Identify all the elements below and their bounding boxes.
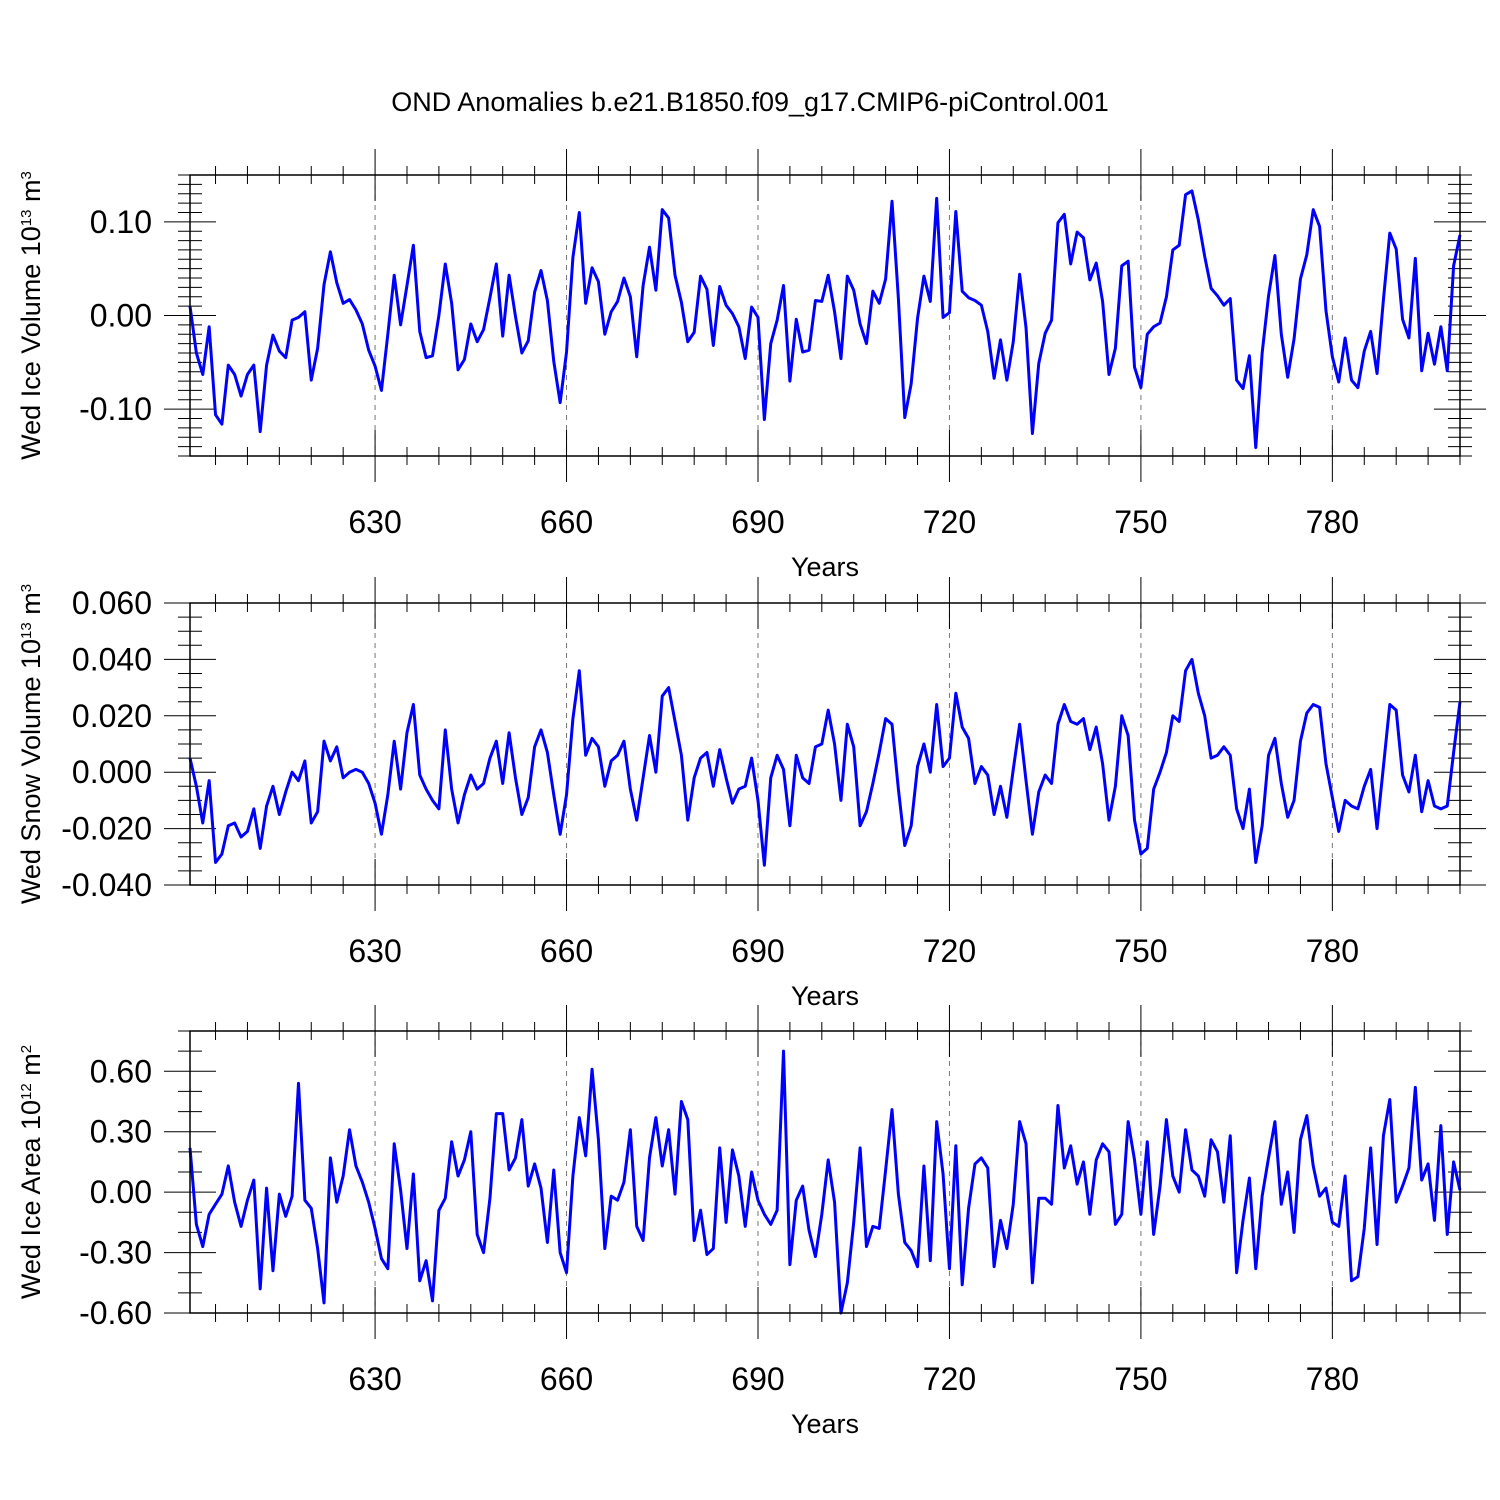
- x-tick-label: 660: [540, 1361, 593, 1397]
- panel-1: 630 660 690 720 750 780 -0.10 0.00 0.10 Years Wed …: [16, 149, 1486, 582]
- y-axis-label-exp: 13: [18, 622, 35, 639]
- y-axis-label-unit-exp: 3: [18, 171, 35, 179]
- y-axis-label-unit: m: [16, 1053, 46, 1083]
- y-axis-label: Wed Snow Volume 1013 m3: [16, 584, 46, 904]
- y-tick-label: 0.10: [90, 204, 152, 240]
- x-tick-label: 690: [731, 504, 784, 540]
- y-axis-label-main: Wed Snow Volume 10: [16, 639, 46, 904]
- panel-2: 630 660 690 720 750 780 -0.040 -0.020 0.000 0.020…: [16, 577, 1486, 1011]
- y-tick-label: 0.30: [90, 1114, 152, 1150]
- y-tick-label: 0.60: [90, 1053, 152, 1089]
- y-tick-label: -0.10: [79, 391, 152, 427]
- series-line: [188, 189, 1462, 450]
- x-axis-label: Years: [791, 1409, 859, 1439]
- y-axis-label-unit-exp: 2: [18, 1045, 35, 1053]
- y-tick-label: -0.040: [61, 867, 152, 903]
- y-axis-label-main: Wed Ice Volume 10: [16, 226, 46, 460]
- x-tick-label: 630: [348, 1361, 401, 1397]
- series-line: [188, 1049, 1462, 1315]
- y-tick-label: 0.000: [72, 754, 152, 790]
- x-tick-label: 630: [348, 504, 401, 540]
- series-line: [188, 657, 1462, 867]
- x-tick-label: 780: [1306, 504, 1359, 540]
- y-axis-label-exp: 13: [18, 210, 35, 227]
- x-tick-label: 780: [1306, 933, 1359, 969]
- x-tick-label: 720: [923, 504, 976, 540]
- y-axis-label: Wed Ice Volume 1013 m3: [16, 171, 46, 460]
- y-axis-label-unit: m: [16, 180, 46, 210]
- x-tick-label: 720: [923, 933, 976, 969]
- x-tick-label: 750: [1114, 504, 1167, 540]
- plot-frame: [189, 174, 1461, 457]
- y-tick-label: 0.00: [90, 1174, 152, 1210]
- y-tick-label: 0.040: [72, 641, 152, 677]
- x-tick-label: 780: [1306, 1361, 1359, 1397]
- y-tick-label: 0.020: [72, 698, 152, 734]
- x-tick-label: 750: [1114, 933, 1167, 969]
- x-axis-label: Years: [791, 552, 859, 582]
- x-tick-label: 630: [348, 933, 401, 969]
- y-tick-label: -0.60: [79, 1295, 152, 1331]
- y-axis-label-unit: m: [16, 592, 46, 622]
- y-axis-label-main: Wed Ice Area 10: [16, 1100, 46, 1299]
- x-tick-label: 750: [1114, 1361, 1167, 1397]
- x-axis-label: Years: [791, 981, 859, 1011]
- panel-3: 630 660 690 720 750 780 -0.60 -0.30 0.00 0.30 0.60…: [16, 1005, 1486, 1439]
- y-axis-label: Wed Ice Area 1012 m2: [16, 1045, 46, 1299]
- plot-frame: [189, 1030, 1461, 1314]
- y-axis-label-exp: 12: [18, 1083, 35, 1100]
- y-tick-label: 0.00: [90, 298, 152, 334]
- chart-title: OND Anomalies b.e21.B1850.f09_g17.CMIP6-…: [391, 87, 1108, 117]
- y-tick-label: 0.060: [72, 585, 152, 621]
- y-tick-label: -0.020: [61, 811, 152, 847]
- x-tick-label: 690: [731, 1361, 784, 1397]
- y-tick-label: -0.30: [79, 1235, 152, 1271]
- y-axis-label-unit-exp: 3: [18, 584, 35, 592]
- x-tick-label: 720: [923, 1361, 976, 1397]
- plot-frame: [189, 602, 1461, 886]
- x-tick-label: 660: [540, 933, 593, 969]
- x-tick-label: 690: [731, 933, 784, 969]
- x-tick-label: 660: [540, 504, 593, 540]
